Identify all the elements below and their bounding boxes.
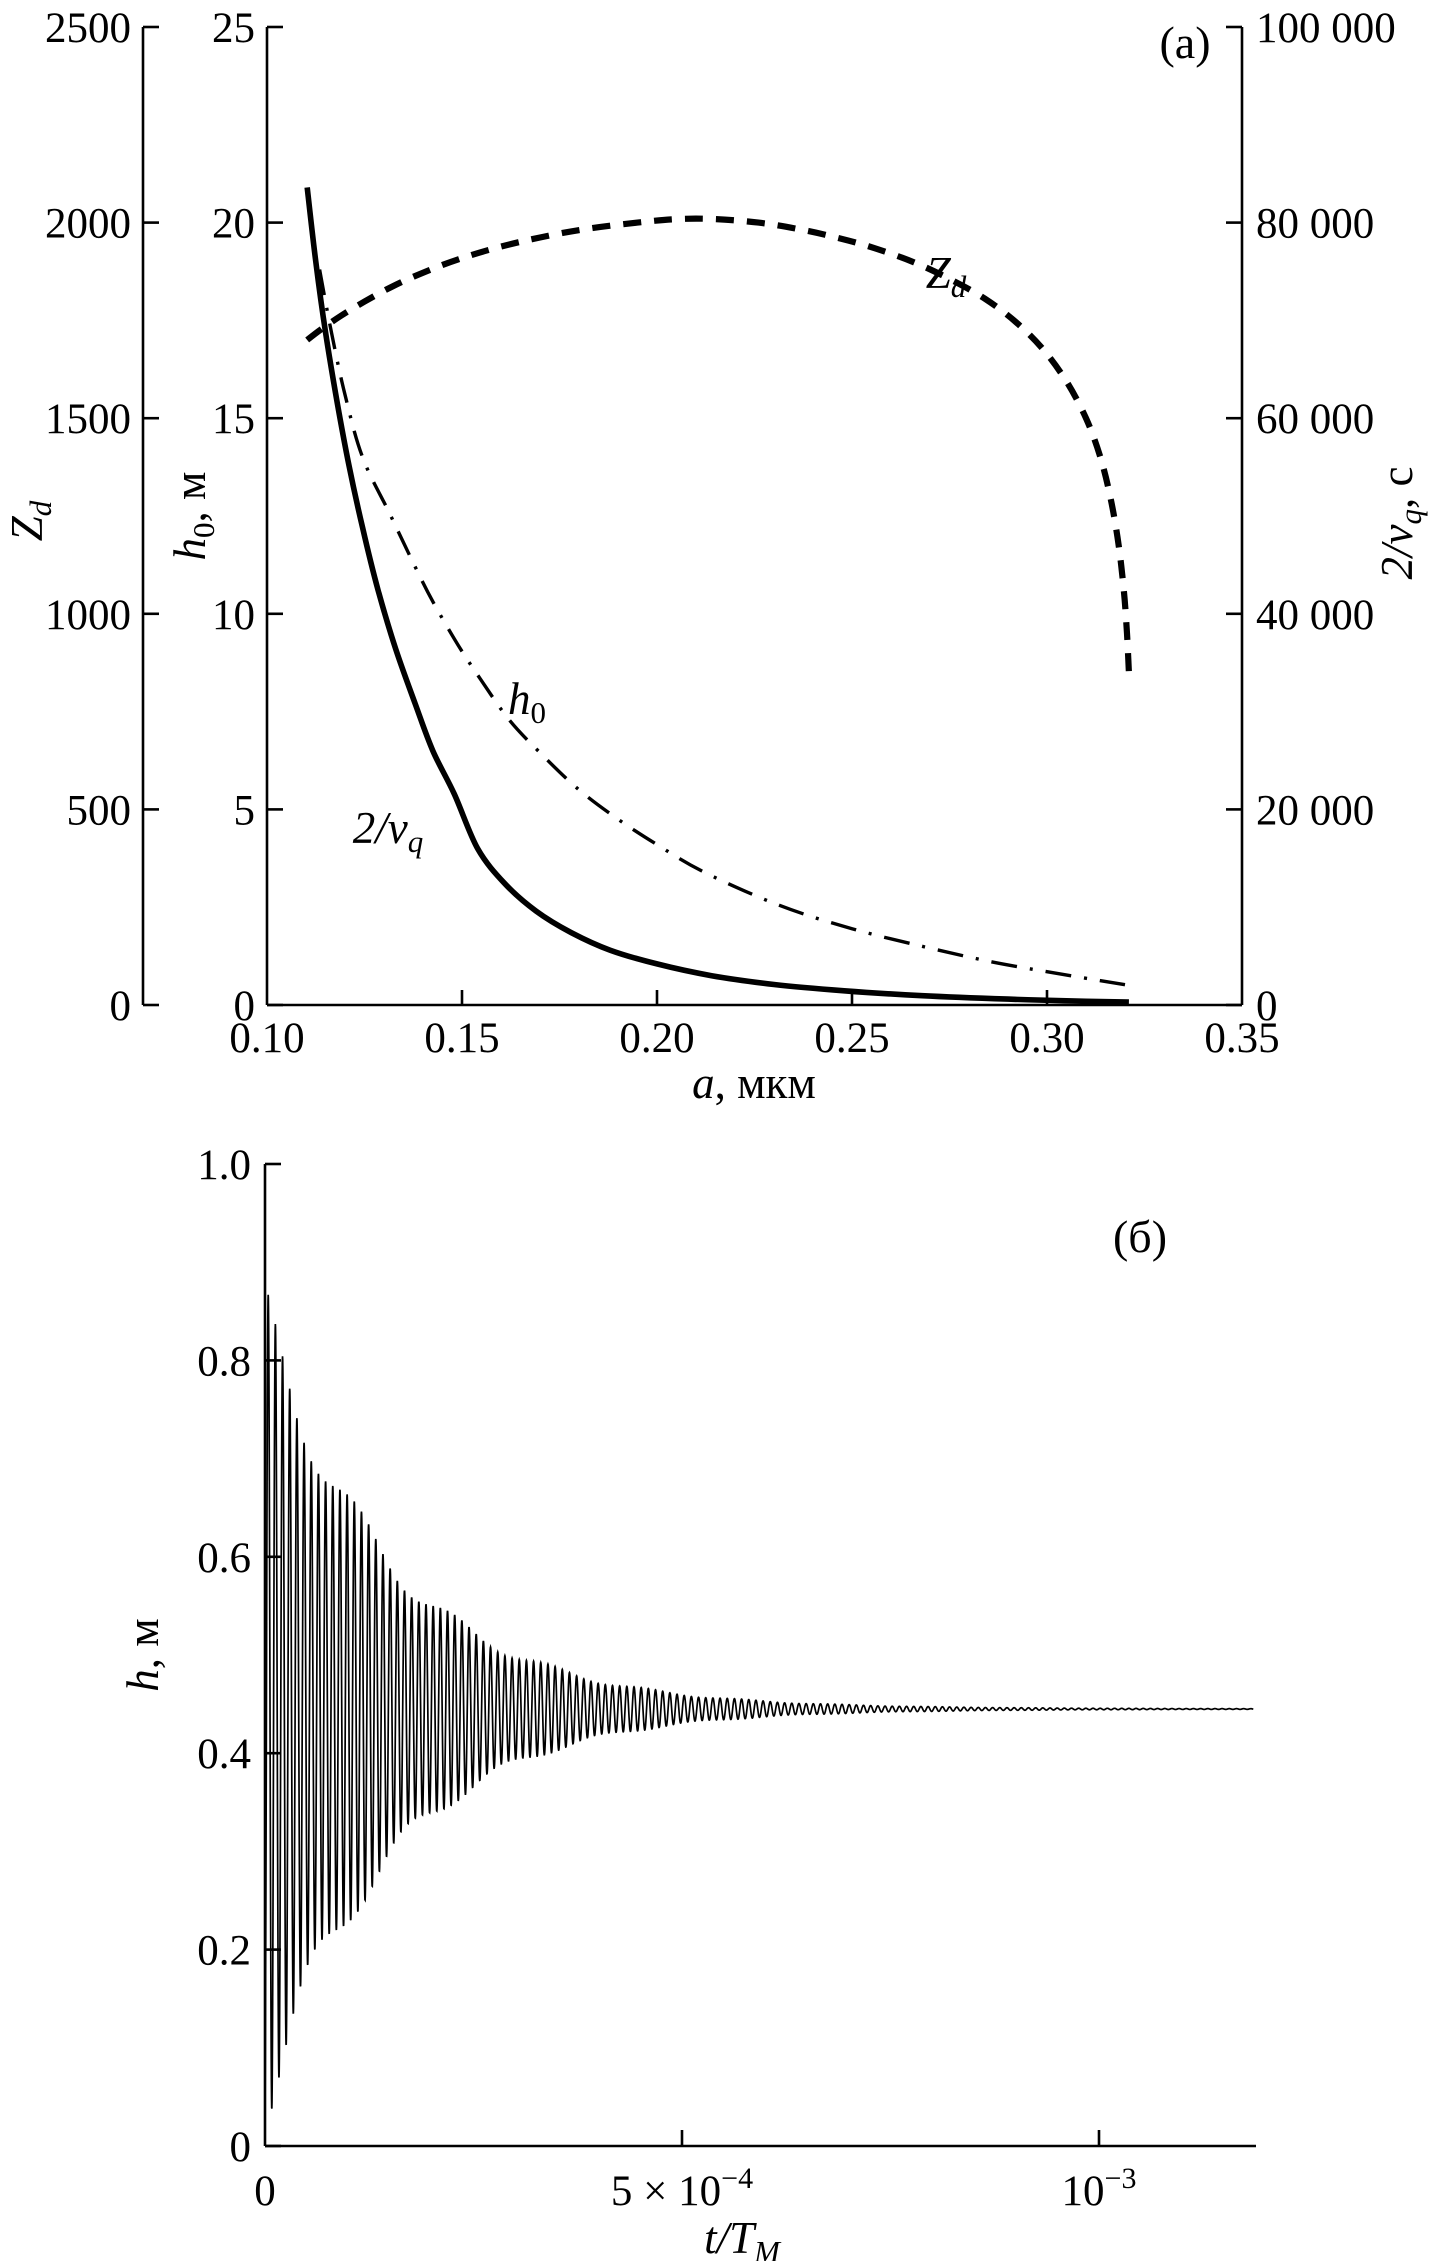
curve-nu [304,187,1129,1005]
curve-zd-label: Zd [926,248,967,304]
tick-label: 0.25 [814,1015,889,1062]
tick-label: 0.15 [424,1015,499,1062]
tick-label: 0.30 [1009,1015,1084,1062]
tick-label: 0.10 [229,1015,304,1062]
tick-label: 20 [212,201,255,248]
tick-label: 500 [67,787,132,834]
tick-label: 25 [212,5,255,52]
curve-h0-label: h0 [508,674,546,730]
tick-label: 0.20 [619,1015,694,1062]
curve-zd [305,215,1132,673]
tick-label: 0.8 [197,1338,251,1385]
nu-axis-title: 2/νq, с [1372,467,1428,580]
tick-label: 60 000 [1256,396,1374,443]
tick-label: 10 [212,592,255,639]
zd-axis-title: Zd [2,500,58,541]
curve-nu-label: 2/νq [353,803,423,859]
tick-label: 1.0 [197,1142,251,1189]
tick-label: 0.2 [197,1928,251,1975]
tick-label: 0 [110,983,132,1030]
tick-label: 1500 [45,396,131,443]
tick-label: 1000 [45,592,131,639]
tick-label: 2500 [45,5,131,52]
oscillation-trace [264,1294,1254,2114]
hb-axis-title: h, м [118,1618,168,1691]
h0-axis-title: h0, м [165,472,221,561]
tick-label: 5 × 10−4 [611,2162,753,2215]
tick-label: 0 [234,983,256,1030]
tick-label: 80 000 [1256,201,1374,248]
tick-label: 40 000 [1256,592,1374,639]
tick-label: 0.6 [197,1535,251,1582]
tick-label: 0.4 [197,1731,251,1778]
panel-a-letter: (a) [1159,17,1210,68]
tb-axis-title: t/TM [704,2213,782,2261]
tick-label: 5 [234,787,256,834]
axes-layer: 0 500 1000 1500 2000 2500 0 5 10 15 20 25 0 20 000 40 … [45,5,1396,2215]
tick-label: 0 [1256,983,1278,1030]
tick-label: 0.35 [1204,1015,1279,1062]
tick-label: 0 [254,2168,276,2215]
panel-b-letter: (б) [1113,1211,1167,1262]
tick-label: 10−3 [1062,2162,1137,2215]
tick-label: 2000 [45,201,131,248]
tick-label: 100 000 [1256,5,1396,52]
curve-h0 [317,269,1126,987]
tick-label: 15 [212,396,255,443]
tick-label: 20 000 [1256,787,1374,834]
tick-label: 0 [230,2124,252,2171]
a-axis-title: a, мкм [692,1058,816,1108]
